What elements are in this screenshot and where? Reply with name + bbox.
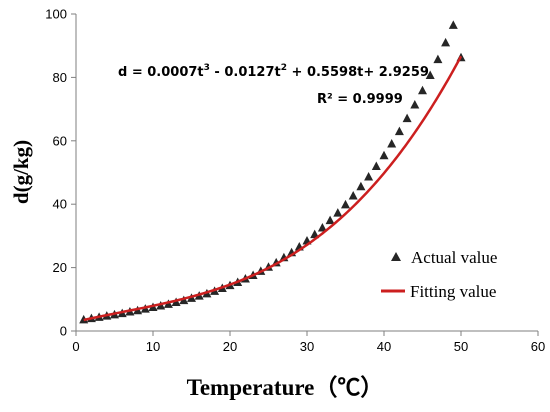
data-point-actual	[418, 85, 427, 95]
equation: d = 0.0007t3 - 0.0127t2 + 0.5598t+ 2.925…	[118, 63, 429, 80]
legend-label-fitting: Fitting value	[410, 282, 496, 301]
y-axis-title: d(g/kg)	[9, 140, 33, 204]
x-tick-label: 20	[223, 339, 237, 354]
data-point-actual	[433, 54, 443, 64]
fitting-line	[83, 55, 463, 322]
data-point-actual	[364, 171, 374, 181]
y-tick-label: 100	[45, 7, 67, 22]
data-point-actual	[333, 208, 343, 217]
data-point-actual	[387, 138, 397, 148]
x-tick-label: 40	[377, 339, 391, 354]
data-point-actual	[371, 161, 381, 170]
legend-label-actual: Actual value	[411, 248, 497, 267]
data-point-actual	[441, 37, 451, 47]
data-point-actual	[425, 70, 435, 79]
data-point-actual	[310, 229, 320, 239]
y-tick-label: 20	[53, 260, 67, 275]
y-ticks: 0 20 40 60 80 100	[45, 7, 76, 339]
data-point-actual	[348, 190, 358, 200]
y-tick-label: 40	[53, 197, 67, 212]
y-tick-label: 60	[53, 133, 67, 148]
x-tick-label: 0	[72, 339, 79, 354]
legend-marker-actual	[391, 252, 401, 261]
data-point-actual	[356, 181, 366, 191]
data-point-actual	[317, 222, 327, 232]
data-point-actual	[325, 215, 335, 225]
data-point-actual	[379, 150, 389, 160]
x-axis-title: Temperature（℃）	[187, 374, 384, 400]
data-point-actual	[410, 99, 420, 109]
series-layer	[79, 20, 466, 324]
data-point-actual	[394, 126, 404, 136]
data-point-actual	[402, 113, 412, 123]
data-point-actual	[448, 20, 458, 29]
x-tick-label: 30	[300, 339, 314, 354]
y-tick-label: 0	[60, 324, 67, 339]
x-tick-label: 50	[454, 339, 468, 354]
x-ticks: 0 10 20 30 40 50 60	[72, 331, 545, 354]
x-tick-label: 10	[146, 339, 160, 354]
r-squared: R² = 0.9999	[317, 92, 403, 107]
y-tick-label: 80	[53, 70, 67, 85]
x-tick-label: 60	[531, 339, 545, 354]
data-point-actual	[341, 199, 350, 209]
legend: Actual value Fitting value	[381, 248, 497, 301]
